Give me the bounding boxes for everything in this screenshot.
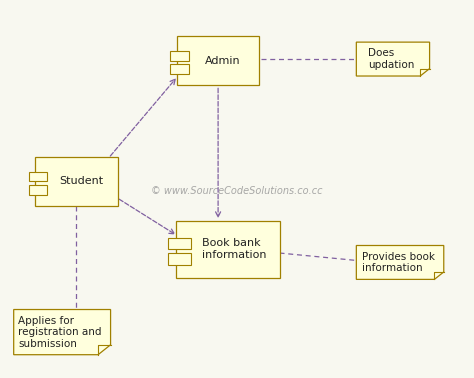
Text: © www.SourceCodeSolutions.co.cc: © www.SourceCodeSolutions.co.cc — [151, 186, 323, 196]
Bar — [170, 51, 189, 61]
Text: Provides book
information: Provides book information — [362, 252, 435, 273]
Bar — [167, 238, 191, 249]
Bar — [35, 157, 118, 206]
Text: Book bank
information: Book bank information — [201, 239, 266, 260]
Bar — [175, 221, 280, 277]
Polygon shape — [356, 245, 444, 279]
Bar — [170, 64, 189, 74]
Polygon shape — [14, 310, 110, 355]
Text: Does
updation: Does updation — [368, 48, 415, 70]
Bar — [177, 36, 259, 85]
Text: Admin: Admin — [205, 56, 241, 66]
Polygon shape — [356, 42, 429, 76]
Text: Applies for
registration and
submission: Applies for registration and submission — [18, 316, 102, 349]
Bar — [28, 172, 47, 181]
Bar — [167, 253, 191, 265]
Bar — [28, 185, 47, 195]
Text: Student: Student — [59, 177, 103, 186]
